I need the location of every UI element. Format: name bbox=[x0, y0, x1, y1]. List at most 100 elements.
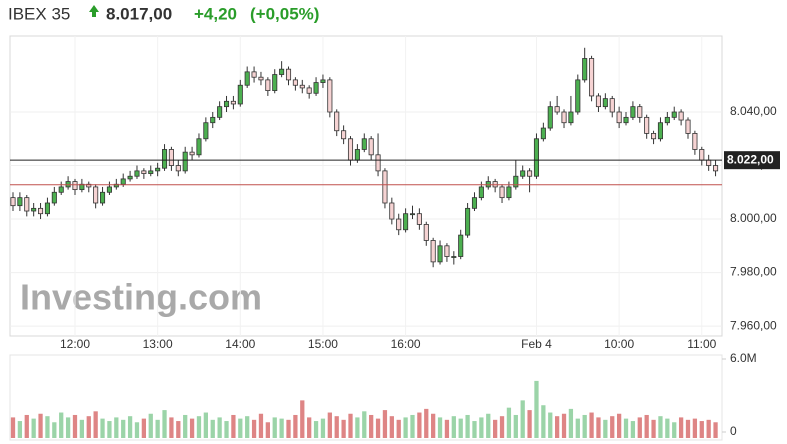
candle-body bbox=[134, 170, 140, 177]
volume-bar bbox=[493, 419, 498, 438]
candle-body bbox=[354, 149, 360, 161]
candle-body bbox=[306, 87, 312, 94]
candle-body bbox=[430, 240, 436, 263]
candle-body bbox=[465, 207, 471, 236]
y-tick-label: 7.960,00 bbox=[730, 318, 777, 332]
candle-body bbox=[334, 111, 340, 132]
candle-body bbox=[203, 122, 209, 140]
volume-bar bbox=[148, 413, 153, 438]
candle-body bbox=[671, 111, 677, 118]
volume-bar bbox=[486, 413, 491, 438]
x-tick-label: 11:00 bbox=[687, 337, 716, 351]
volume-bar bbox=[93, 411, 98, 438]
y-tick-label: 7.980,00 bbox=[730, 265, 777, 279]
x-tick-label: 13:00 bbox=[143, 337, 173, 351]
candle-body bbox=[527, 170, 533, 177]
volume-bar bbox=[548, 412, 553, 438]
volume-bar bbox=[465, 414, 470, 438]
volume-bar bbox=[258, 413, 264, 438]
change: +4,20 bbox=[194, 4, 237, 23]
candle-body bbox=[93, 186, 99, 204]
candle-body bbox=[17, 197, 23, 207]
volume-bar bbox=[265, 422, 270, 438]
candle-body bbox=[478, 186, 484, 199]
volume-bar bbox=[10, 417, 16, 438]
volume-bar bbox=[541, 405, 546, 438]
candle-body bbox=[237, 84, 243, 105]
volume-bar bbox=[38, 413, 43, 438]
candle-body bbox=[161, 149, 168, 169]
candle-body bbox=[141, 170, 147, 174]
candle-body bbox=[437, 245, 443, 263]
candle-body bbox=[403, 213, 409, 231]
volume-bar bbox=[603, 419, 608, 438]
volume-bar bbox=[575, 418, 580, 438]
candle-body bbox=[616, 111, 622, 124]
volume-bar bbox=[286, 419, 291, 438]
volume-bar bbox=[162, 410, 167, 438]
volume-bar bbox=[534, 380, 539, 438]
y-tick-label: 8.000,00 bbox=[730, 211, 777, 225]
candle-body bbox=[148, 170, 154, 174]
volume-bar bbox=[706, 419, 711, 438]
candle-body bbox=[320, 79, 326, 83]
candle-body bbox=[382, 170, 388, 204]
candle-body bbox=[361, 138, 367, 150]
volume-tick-label: 0 bbox=[730, 424, 737, 438]
volume-bar bbox=[86, 416, 91, 438]
volume-bar bbox=[472, 421, 477, 438]
candle-body bbox=[113, 183, 119, 188]
candle-body bbox=[65, 181, 71, 188]
volume-bar bbox=[568, 408, 574, 438]
candle-body bbox=[230, 100, 236, 105]
volume-bar bbox=[431, 413, 436, 438]
volume-bar bbox=[589, 412, 594, 438]
candle-body bbox=[244, 71, 250, 86]
volume-bar bbox=[52, 422, 57, 438]
candle-body bbox=[471, 197, 478, 209]
volume-bar bbox=[100, 418, 105, 438]
volume-bar bbox=[362, 411, 367, 438]
volume-bar bbox=[300, 400, 305, 438]
volume-bar bbox=[341, 419, 346, 438]
candle-body bbox=[706, 159, 712, 166]
x-tick-label: 12:00 bbox=[60, 337, 90, 351]
volume-bar bbox=[203, 412, 208, 438]
volume-bar bbox=[582, 414, 587, 438]
candle-body bbox=[285, 68, 292, 81]
candle-body bbox=[678, 111, 684, 121]
candle-body bbox=[568, 111, 574, 124]
volume-bar bbox=[610, 416, 615, 438]
candle-body bbox=[258, 76, 264, 81]
volume-bar bbox=[79, 419, 85, 438]
price-marker-box bbox=[724, 151, 780, 170]
x-tick-label: Feb 4 bbox=[521, 337, 552, 351]
candle-body bbox=[189, 151, 195, 156]
volume-bar bbox=[45, 416, 50, 438]
candle-body bbox=[485, 181, 491, 188]
volume-bar bbox=[107, 421, 112, 438]
candle-body bbox=[100, 191, 106, 204]
candle-body bbox=[44, 202, 50, 215]
candle-body bbox=[561, 111, 567, 124]
volume-bar bbox=[403, 417, 408, 438]
candle-body bbox=[327, 79, 333, 113]
x-tick-label: 15:00 bbox=[308, 337, 338, 351]
candle-body bbox=[492, 181, 498, 188]
volume-bar bbox=[189, 418, 195, 438]
volume-bar bbox=[410, 414, 415, 438]
candle-body bbox=[540, 127, 546, 140]
candle-body bbox=[313, 82, 319, 94]
candle-body bbox=[623, 116, 629, 124]
candle-body bbox=[602, 98, 608, 108]
candle-body bbox=[182, 151, 188, 172]
candle-body bbox=[713, 165, 719, 172]
candle-body bbox=[120, 178, 126, 185]
volume-bar bbox=[513, 414, 518, 438]
candle-body bbox=[79, 183, 85, 191]
candle-body bbox=[210, 116, 216, 124]
volume-bar bbox=[65, 417, 71, 438]
index-name: IBEX 35 bbox=[8, 4, 70, 23]
volume-bar bbox=[155, 419, 160, 438]
